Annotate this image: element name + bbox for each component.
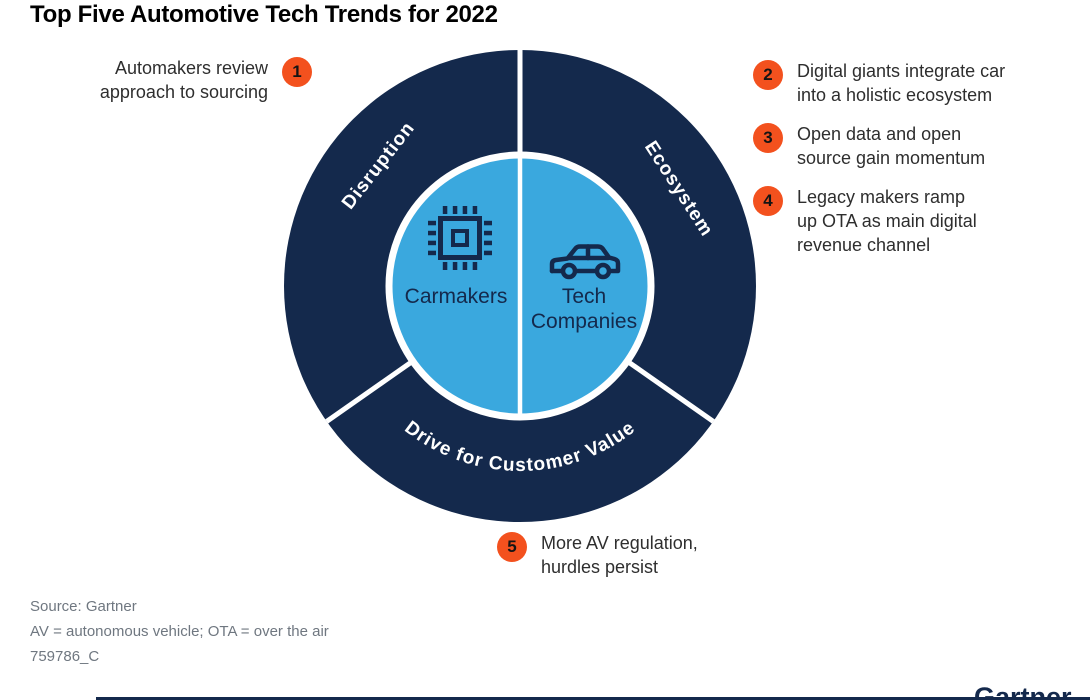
chip-pins: [428, 206, 492, 270]
callout-3: 3 Open data and open source gain momentu…: [753, 122, 985, 170]
footer-source: Source: Gartner: [30, 598, 137, 615]
car-icon: [549, 244, 621, 280]
callout-1-line-1: Automakers review: [114, 58, 268, 78]
callout-2-line-2: into a holistic ecosystem: [797, 85, 993, 105]
inner-label-carmakers: Carmakers: [405, 285, 508, 308]
callout-5-text: More AV regulation, hurdles persist: [541, 531, 698, 579]
footer-rule: [96, 697, 1090, 700]
callout-4: 4 Legacy makers ramp up OTA as main digi…: [753, 185, 977, 257]
callout-3-line-1: Open data and open: [797, 124, 962, 144]
footer-abbreviations: AV = autonomous vehicle; OTA = over the …: [30, 623, 329, 640]
callout-1-text: Automakers review approach to sourcing: [38, 56, 268, 104]
footer-doc-id: 759786_C: [30, 648, 100, 665]
inner-label-tech: Tech: [562, 285, 606, 308]
callout-2-text: Digital giants integrate car into a holi…: [797, 59, 1005, 107]
callout-4-line-2: up OTA as main digital: [797, 211, 977, 231]
callout-2-line-1: Digital giants integrate car: [797, 61, 1006, 81]
callout-4-number-badge: 4: [753, 186, 783, 216]
callout-1-line-2: approach to sourcing: [99, 82, 268, 102]
brand-logo-text: Gartner: [974, 684, 1072, 700]
callout-5-line-1: More AV regulation,: [541, 533, 698, 553]
car-rear-wheel: [594, 262, 612, 280]
callout-5-line-2: hurdles persist: [541, 557, 659, 577]
car-body: [549, 244, 621, 274]
callout-4-line-1: Legacy makers ramp: [797, 187, 966, 207]
callout-3-text: Open data and open source gain momentum: [797, 122, 985, 170]
callout-2: 2 Digital giants integrate car into a ho…: [753, 59, 1005, 107]
callout-3-number-badge: 3: [753, 123, 783, 153]
brand-logo-clipped: Gartner: [974, 684, 1086, 700]
callout-2-number-badge: 2: [753, 60, 783, 90]
callout-4-line-3: revenue channel: [797, 235, 931, 255]
chip-body: [438, 216, 482, 260]
inner-label-companies: Companies: [531, 310, 637, 333]
segment-divider-bottom-right: [625, 359, 715, 424]
callout-3-line-2: source gain momentum: [797, 148, 986, 168]
car-front-wheel: [560, 262, 578, 280]
chip-core: [451, 229, 469, 247]
chip-icon: [428, 206, 492, 270]
page-title: Top Five Automotive Tech Trends for 2022: [30, 1, 498, 28]
callout-1-number-badge: 1: [282, 57, 312, 87]
donut-diagram: Disruption Ecosystem Drive for Customer …: [284, 50, 756, 522]
callout-5: 5 More AV regulation, hurdles persist: [497, 531, 698, 579]
callout-1: Automakers review approach to sourcing 1: [38, 56, 312, 104]
callout-5-number-badge: 5: [497, 532, 527, 562]
segment-divider-bottom-left: [325, 359, 415, 424]
callout-4-text: Legacy makers ramp up OTA as main digita…: [797, 185, 977, 257]
